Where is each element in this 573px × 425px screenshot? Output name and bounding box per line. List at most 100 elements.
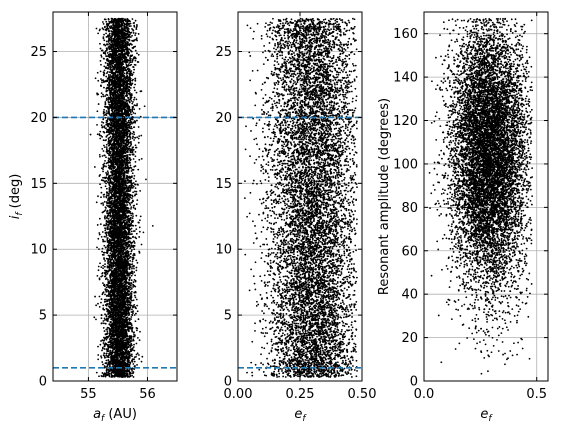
scatter-point [100,63,102,66]
scatter-point [101,126,104,129]
scatter-point [135,98,138,101]
scatter-point [135,28,138,30]
scatter-point [104,215,106,217]
scatter-point [107,142,110,145]
scatter-point [100,355,102,358]
scatter-point [110,75,113,78]
scatter-point [131,217,134,219]
scatter-point [105,257,108,260]
scatter-point [136,199,139,202]
scatter-point [130,208,132,210]
scatter-point [101,347,104,350]
scatter-point [114,288,117,291]
scatter-point [103,235,106,238]
scatter-point [129,87,132,89]
scatter-point [128,30,130,33]
scatter-point [132,299,135,302]
scatter-point [105,143,108,146]
scatter-point [99,70,102,73]
scatter-point [129,123,132,126]
scatter-point [107,100,110,103]
scatter-point [132,206,135,209]
scatter-point [136,336,139,339]
scatter-point [102,342,105,344]
scatter-point [105,40,108,43]
scatter-point [98,248,100,251]
scatter-point [107,18,110,20]
scatter-point [107,358,110,361]
scatter-point [128,62,131,64]
scatter-point [104,259,106,262]
scatter-point [124,248,127,251]
scatter-point [131,102,134,105]
scatter-point [129,286,132,289]
scatter-point [128,231,131,234]
scatter-point [128,202,131,205]
scatter-point [129,292,132,295]
scatter-point [97,103,100,105]
scatter-point [119,204,122,207]
scatter-point [104,116,107,119]
scatter-point [131,347,134,350]
scatter-point [137,141,140,144]
scatter-point [136,363,138,366]
scatter-point [135,180,137,183]
scatter-point [125,63,128,66]
scatter-point [134,365,136,367]
scatter-point [100,235,103,238]
scatter-point [106,52,109,54]
scatter-point [107,231,110,234]
scatter-point [127,70,130,73]
scatter-point [135,214,138,217]
scatter-point [134,112,137,115]
scatter-point [136,52,138,55]
scatter-point [135,203,138,206]
scatter-point [110,138,112,141]
scatter-point [104,356,106,359]
scatter-point [109,252,112,255]
scatter-point [133,96,136,99]
scatter-point [102,204,105,206]
scatter-point [131,137,134,140]
scatter-point [129,136,132,139]
scatter-point [130,170,133,172]
scatter-point [96,246,98,249]
scatter-point [135,353,138,356]
scatter-point [104,240,106,243]
scatter-point [107,356,110,359]
scatter-point [97,195,99,198]
scatter-point [102,202,104,204]
scatter-point [107,137,110,140]
scatter-point [107,27,110,30]
scatter-point [107,317,110,320]
scatter-point [106,210,108,213]
scatter-point [133,314,136,316]
scatter-point [137,318,140,321]
scatter-point [133,177,135,180]
scatter-point [100,85,102,87]
scatter-point [131,18,134,20]
scatter-point [133,98,135,101]
scatter-point [140,360,143,363]
scatter-point [101,349,103,352]
scatter-point [138,358,141,360]
scatter-point [106,278,109,281]
scatter-point [129,49,132,52]
scatter-point [99,130,102,133]
scatter-point [133,360,136,363]
scatter-point [129,25,132,27]
scatter-point [130,125,133,128]
scatter-point [138,236,141,238]
scatter-point [100,196,102,199]
scatter-point [93,166,96,168]
scatter-point [107,305,110,308]
scatter-point [134,79,137,82]
scatter-point [104,101,107,103]
scatter-point [131,213,134,215]
scatter-point [135,266,138,269]
scatter-point [107,199,109,202]
scatter-point [102,71,105,74]
scatter-point [129,153,132,156]
scatter-point [134,274,137,277]
